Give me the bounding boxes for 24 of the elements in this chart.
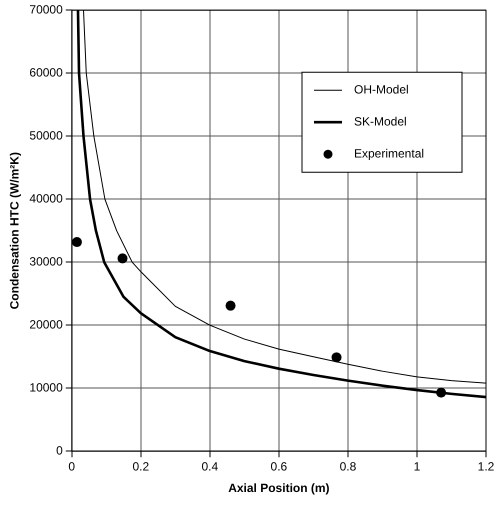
y-tick-label: 30000	[29, 254, 64, 269]
y-tick-label: 50000	[29, 128, 64, 143]
y-tick-label: 0	[56, 444, 64, 458]
y-tick-label: 20000	[29, 318, 64, 332]
y-tick-label: 70000	[29, 2, 64, 17]
y-tick-label: 60000	[29, 66, 64, 80]
x-tick-label: 1	[414, 460, 421, 474]
x-axis-title: Axial Position (m)	[228, 481, 330, 496]
legend-label: OH-Model	[354, 82, 409, 97]
y-tick-label: 40000	[29, 192, 64, 206]
point	[332, 352, 342, 362]
x-tick-label: 0.4	[202, 460, 219, 474]
x-tick-label: 0.6	[270, 460, 288, 474]
point	[118, 253, 128, 264]
legend-label: SK-Model	[354, 114, 407, 129]
x-tick-label: 0	[68, 460, 76, 474]
y-tick-label: 10000	[29, 380, 64, 395]
y-axis-title: Condensation HTC (W/m²K)	[8, 152, 22, 310]
x-tick-label: 0.2	[132, 460, 150, 474]
x-tick-label: 1.2	[478, 460, 495, 474]
x-tick-label: 0.8	[340, 460, 357, 474]
legend-label: Experimental	[354, 146, 424, 161]
point	[72, 237, 82, 248]
point	[226, 300, 236, 311]
